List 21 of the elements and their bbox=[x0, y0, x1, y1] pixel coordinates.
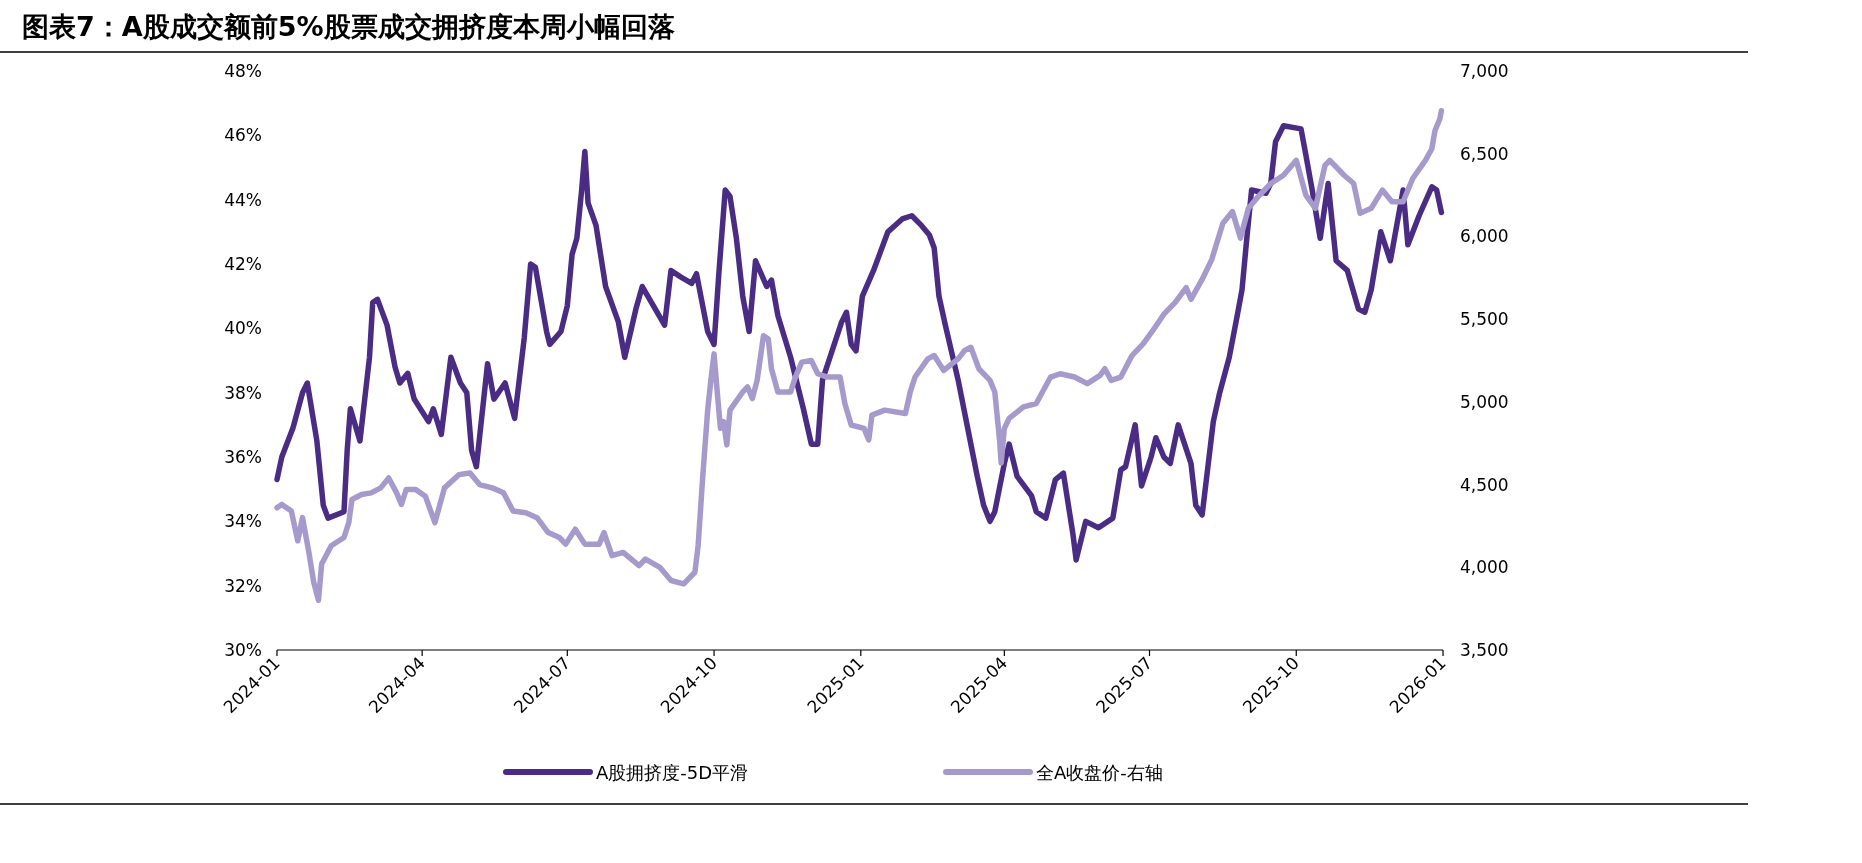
y2tick: 4,000 bbox=[1460, 557, 1509, 578]
ytick: 36% bbox=[224, 447, 262, 467]
y2tick: 5,000 bbox=[1460, 391, 1509, 412]
ytick: 44% bbox=[224, 189, 262, 210]
ytick: 34% bbox=[224, 511, 262, 532]
ytick: 42% bbox=[224, 254, 262, 274]
ytick: 48% bbox=[224, 61, 262, 81]
ytick: 30% bbox=[224, 640, 262, 660]
y2tick: 6,500 bbox=[1460, 143, 1509, 164]
ytick: 32% bbox=[224, 575, 262, 596]
y2tick: 3,500 bbox=[1460, 640, 1509, 660]
y2tick: 5,500 bbox=[1460, 309, 1509, 330]
ytick: 40% bbox=[224, 318, 262, 339]
title: 图表7：A股成交额前5%股票成交拥挤度本周小幅回落 bbox=[22, 11, 675, 42]
ytick: 38% bbox=[224, 382, 262, 403]
ytick: 46% bbox=[224, 125, 262, 146]
y2tick: 4,500 bbox=[1460, 474, 1509, 495]
y2tick: 7,000 bbox=[1460, 61, 1509, 81]
legend-label: A股拥挤度-5D平滑 bbox=[596, 762, 749, 783]
y2tick: 6,000 bbox=[1460, 226, 1509, 247]
legend-label: 全A收盘价-右轴 bbox=[1036, 762, 1163, 783]
